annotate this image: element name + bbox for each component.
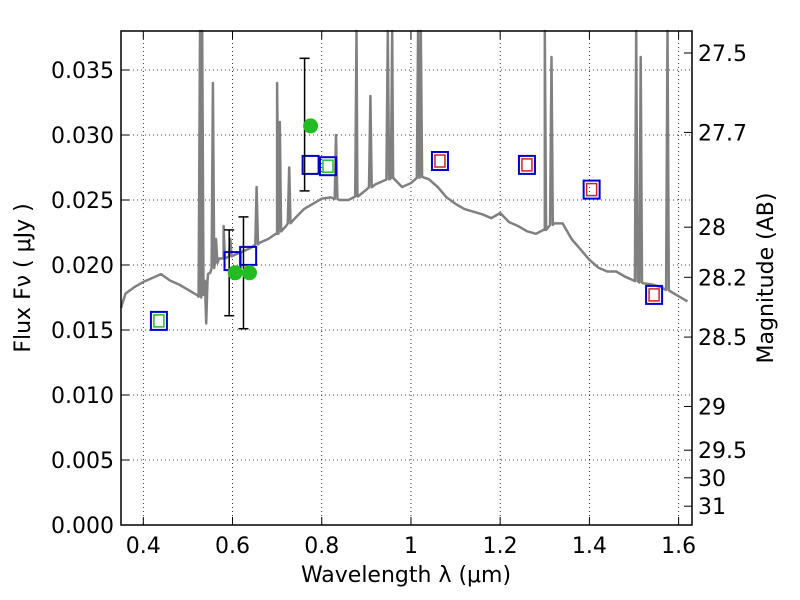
photometry-markers	[149, 57, 664, 331]
x-axis-ticks: 0.4 0.6 0.8 1 1.2 1.4 1.6	[126, 31, 696, 559]
y-tick-label: 0.020	[51, 254, 114, 279]
observed-flux-marker	[521, 158, 533, 172]
y-tick-label: 0.015	[51, 319, 114, 344]
observed-flux-point	[241, 265, 257, 281]
y-axis-label: Flux Fν ( μJy )	[11, 203, 36, 352]
y-axis-ticks: 0.000 0.005 0.010 0.015 0.020 0.025 0.030 0.035	[51, 59, 129, 539]
plot-frame	[120, 30, 693, 526]
x-tick-label: 0.4	[126, 534, 161, 559]
y2-axis-ticks: 27.5 27.7 28 28.2 28.5 29 29.5 30 31	[684, 42, 747, 520]
observed-flux-marker	[434, 154, 446, 168]
x-tick-label: 1.4	[572, 534, 607, 559]
observed-flux-point	[303, 118, 319, 134]
model-flux-marker	[301, 154, 320, 175]
y-tick-label: 0.010	[51, 384, 114, 409]
x-tick-label: 1	[404, 534, 418, 559]
y2-tick-label: 27.5	[698, 42, 747, 67]
model-flux-marker	[517, 154, 536, 175]
model-flux-marker	[582, 179, 601, 200]
observed-flux-marker	[648, 288, 660, 302]
y2-tick-label: 28.2	[698, 266, 747, 291]
y-tick-label: 0.035	[51, 59, 114, 84]
x-tick-label: 1.6	[661, 534, 696, 559]
y-tick-label: 0.000	[51, 514, 114, 539]
x-axis-label: Wavelength λ (μm)	[301, 563, 511, 588]
x-tick-label: 0.8	[304, 534, 339, 559]
y-tick-label: 0.005	[51, 449, 114, 474]
observed-flux-marker	[322, 159, 334, 173]
y2-tick-label: 28.5	[698, 326, 747, 351]
observed-flux-point	[227, 265, 243, 281]
y2-tick-label: 30	[698, 467, 726, 492]
y-tick-label: 0.030	[51, 124, 114, 149]
spectrum-series	[119, 29, 689, 325]
x-tick-label: 0.6	[215, 534, 250, 559]
y2-tick-label: 29	[698, 395, 726, 420]
observed-flux-marker	[153, 314, 165, 328]
model-flux-marker	[645, 284, 664, 305]
y2-tick-label: 27.7	[698, 121, 747, 146]
spectrum-line	[119, 29, 689, 325]
y2-tick-label: 31	[698, 495, 726, 520]
x-tick-label: 1.2	[483, 534, 518, 559]
model-flux-marker	[318, 156, 337, 177]
y2-tick-label: 29.5	[698, 439, 747, 464]
model-flux-marker	[149, 310, 168, 331]
model-flux-marker	[239, 245, 258, 266]
y-tick-label: 0.025	[51, 189, 114, 214]
y2-tick-label: 28	[698, 216, 726, 241]
y2-axis-label: Magnitude (AB)	[754, 193, 779, 364]
observed-flux-marker	[585, 182, 598, 197]
model-flux-marker	[430, 151, 449, 171]
